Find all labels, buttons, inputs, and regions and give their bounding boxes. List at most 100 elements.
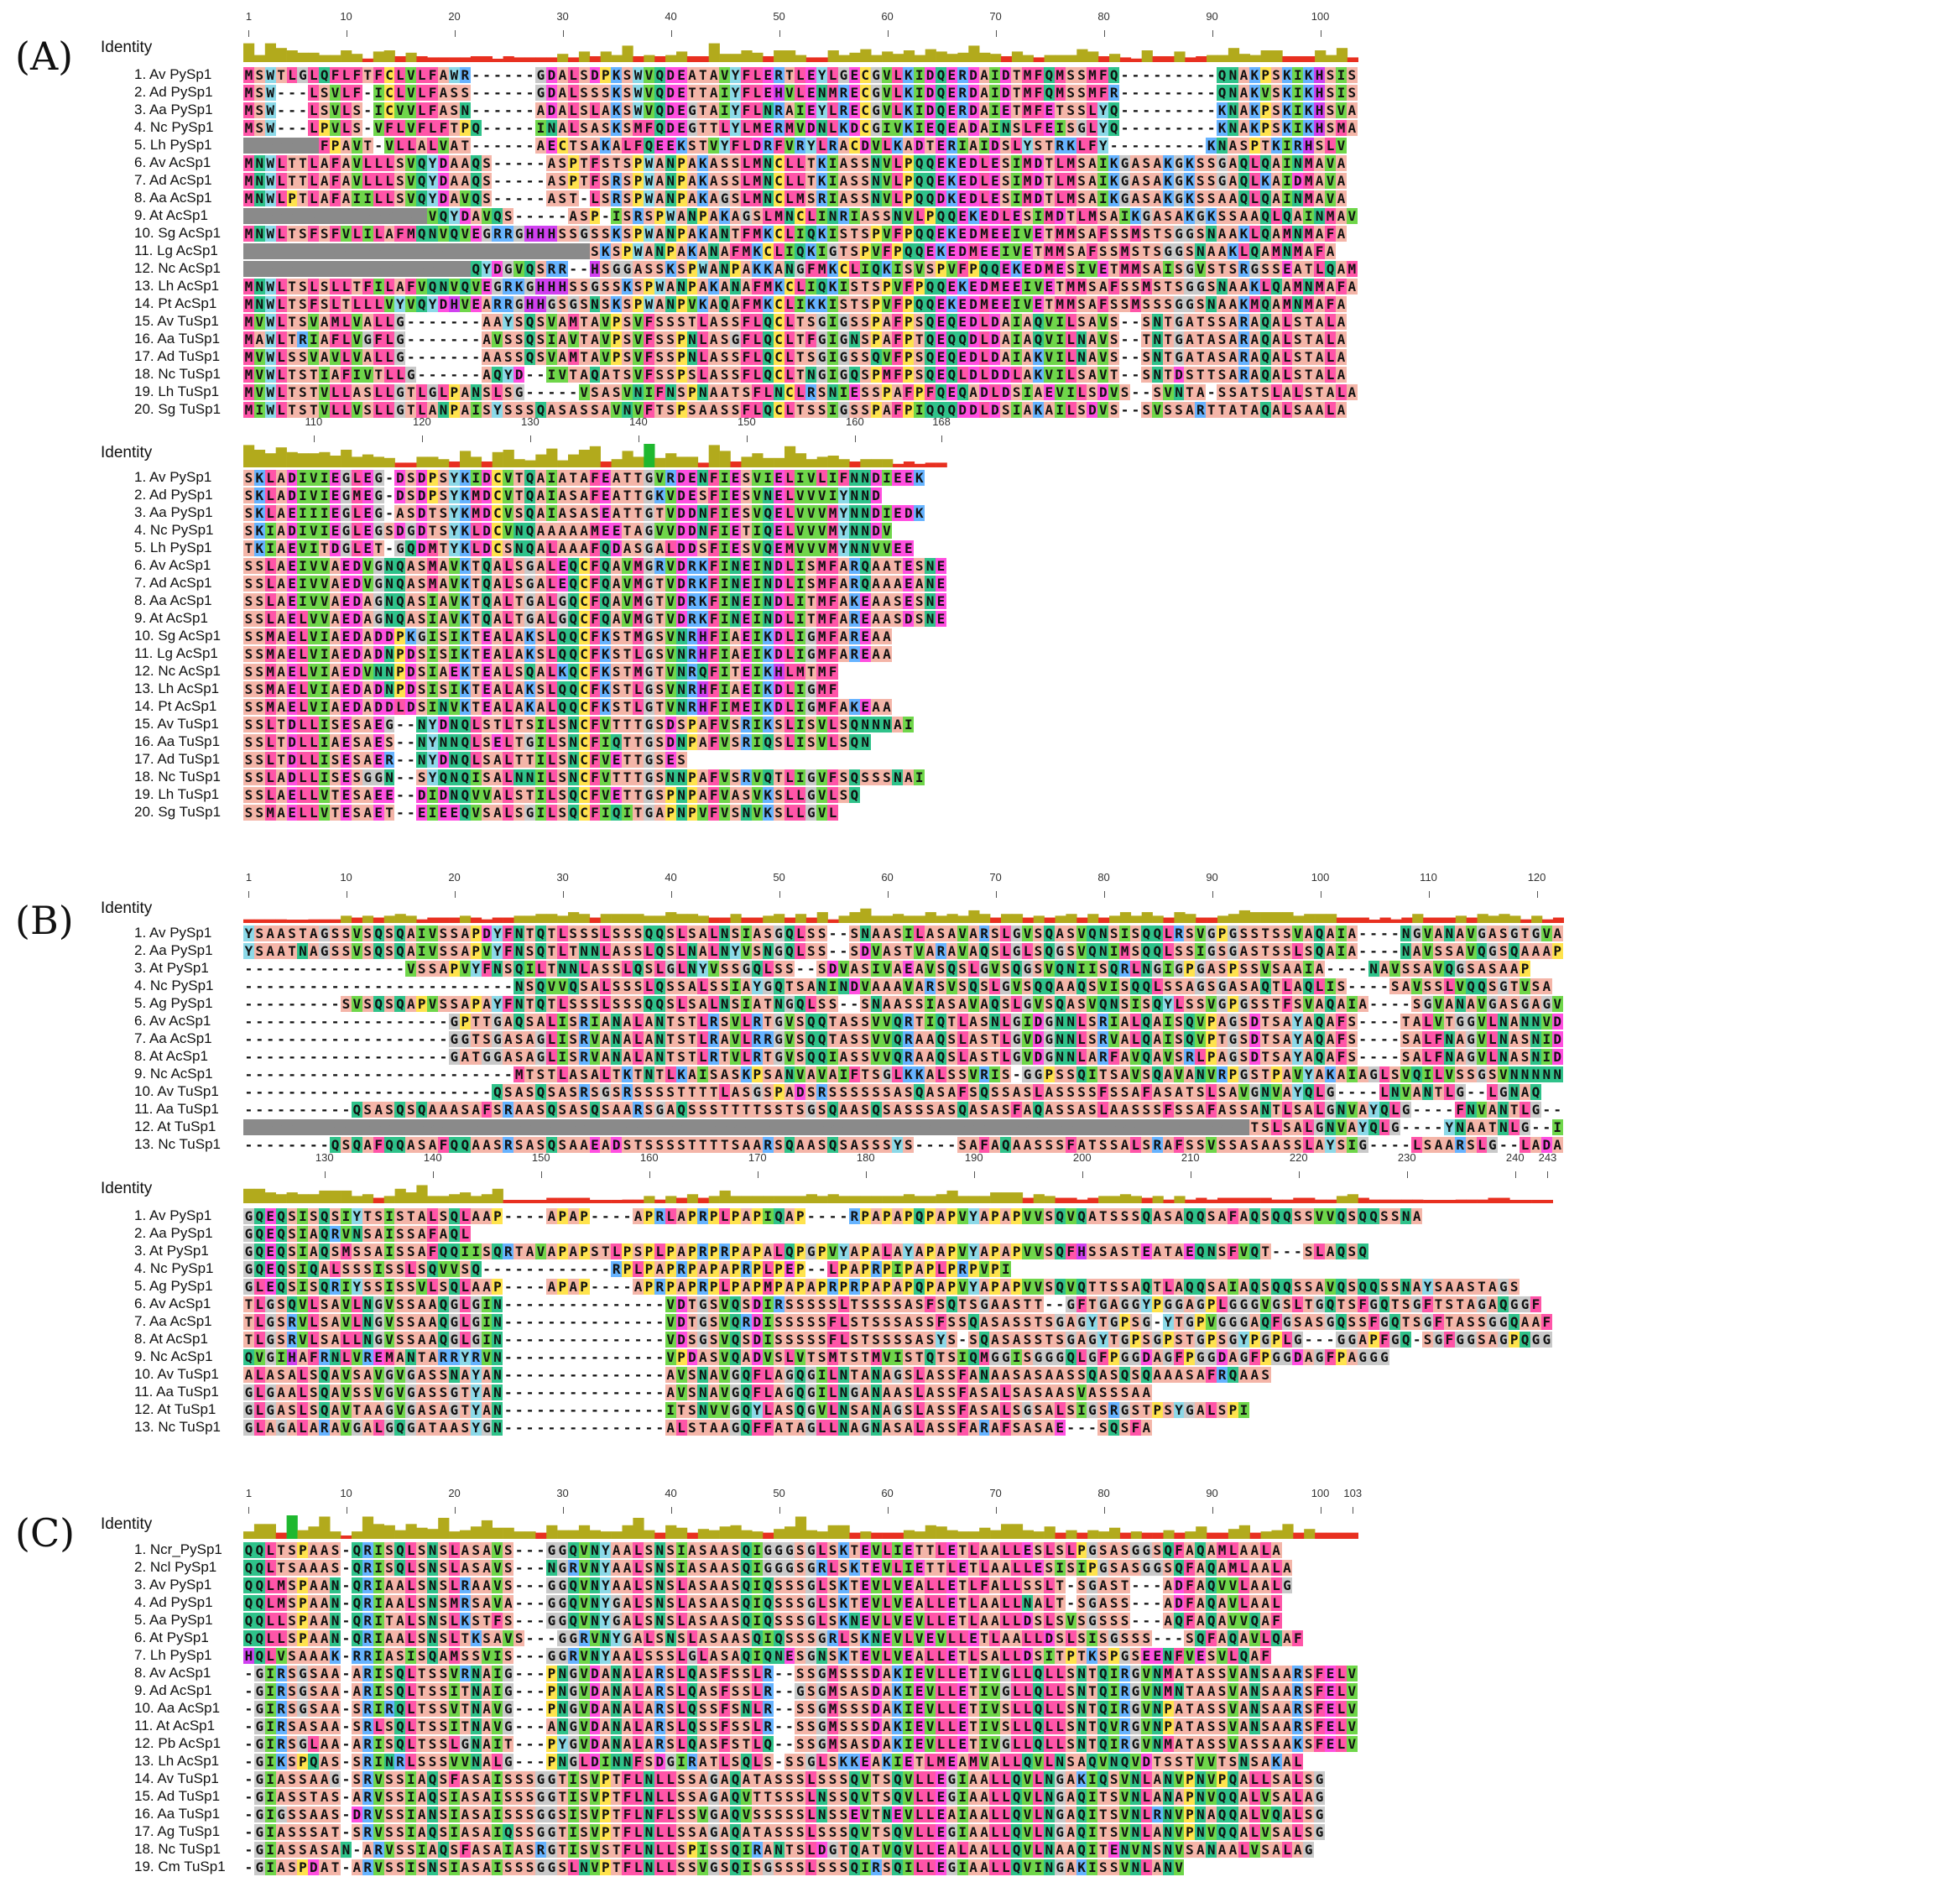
residue: I [1054, 120, 1066, 136]
residue: S [848, 155, 860, 171]
residue: E [740, 681, 752, 697]
residue: M [470, 505, 482, 521]
residue: M [816, 699, 828, 715]
residue: E [675, 67, 687, 83]
residue: R [805, 384, 817, 400]
residue: I [1335, 85, 1347, 101]
residue: S [1270, 943, 1282, 959]
residue: L [1173, 996, 1185, 1012]
residue: G [1422, 996, 1433, 1012]
residue: L [1130, 1014, 1141, 1030]
residue: E [903, 470, 915, 486]
residue: T [286, 279, 298, 295]
residue: Q [524, 523, 536, 539]
residue: Q [1151, 943, 1163, 959]
residue: A [330, 576, 341, 592]
identity-column [330, 456, 341, 467]
residue: M [243, 85, 254, 101]
residue: M [264, 628, 276, 644]
residue: K [1259, 173, 1271, 189]
identity-column [654, 915, 666, 923]
residue: A [1248, 208, 1260, 224]
residue: G [341, 470, 352, 486]
residue: D [383, 628, 395, 644]
residue: A [1292, 961, 1304, 977]
ruler-number: 120 [412, 415, 431, 428]
residue: M [1043, 243, 1055, 259]
identity-column [676, 456, 688, 467]
residue: - [396, 961, 404, 977]
residue: I [881, 470, 893, 486]
residue: - [514, 85, 524, 101]
residue: P [1228, 1066, 1238, 1082]
residue: N [1389, 1084, 1401, 1100]
identity-column [795, 453, 807, 467]
residue: A [319, 349, 331, 365]
residue: R [686, 576, 698, 592]
residue: - [1391, 996, 1400, 1012]
residue: P [459, 120, 471, 136]
residue: S [708, 978, 720, 994]
residue: N [448, 787, 460, 803]
residue: S [773, 717, 785, 733]
residue: S [643, 961, 654, 977]
residue: L [740, 1049, 752, 1065]
residue: M [633, 611, 644, 627]
residue: R [903, 1031, 915, 1047]
residue: ? [308, 138, 320, 154]
residue: - [352, 1049, 362, 1065]
residue: S [1076, 296, 1087, 312]
residue: I [319, 470, 331, 486]
residue: L [1054, 155, 1066, 171]
residue: L [503, 717, 514, 733]
residue: P [470, 943, 482, 959]
residue: S [556, 296, 568, 312]
residue: L [633, 699, 644, 715]
residue: S [243, 769, 254, 785]
sequence-name: 11. Aa TuSp1 [134, 1101, 219, 1117]
residue: H [545, 226, 557, 242]
residue: Q [936, 67, 946, 83]
residue: A [1314, 961, 1326, 977]
residue: G [589, 279, 601, 295]
residue: A [837, 1031, 849, 1047]
residue: K [600, 681, 612, 697]
residue: A [362, 805, 373, 821]
residue: A [730, 296, 741, 312]
residue: G [1173, 296, 1185, 312]
residue: M [762, 279, 774, 295]
residue: S [578, 102, 590, 118]
residue: - [331, 1014, 340, 1030]
residue: L [1432, 1066, 1444, 1082]
residue: P [686, 769, 698, 785]
residue: E [936, 367, 946, 383]
residue: - [428, 978, 437, 994]
residue: N [762, 190, 774, 206]
residue: - [1207, 120, 1216, 136]
residue: D [481, 505, 493, 521]
residue: L [308, 173, 320, 189]
residue: E [341, 734, 352, 750]
residue: - [472, 349, 480, 365]
residue: A [654, 805, 665, 821]
residue: V [795, 487, 806, 503]
residue: T [1206, 402, 1217, 418]
identity-column [1228, 914, 1240, 923]
ruler-tick [670, 891, 672, 898]
residue: S [1228, 384, 1238, 400]
residue: I [545, 470, 557, 486]
residue: V [1206, 1066, 1217, 1082]
residue: A [535, 505, 546, 521]
residue: S [1195, 190, 1207, 206]
residue: A [1130, 155, 1141, 171]
residue: A [654, 540, 665, 556]
residue: T [1259, 925, 1271, 941]
residue: L [827, 734, 838, 750]
residue: S [654, 734, 665, 750]
residue: V [1346, 208, 1358, 224]
residue: S [297, 226, 309, 242]
residue: S [1238, 925, 1249, 941]
residue: I [427, 628, 439, 644]
residue: I [795, 102, 806, 118]
residue: A [1335, 155, 1347, 171]
